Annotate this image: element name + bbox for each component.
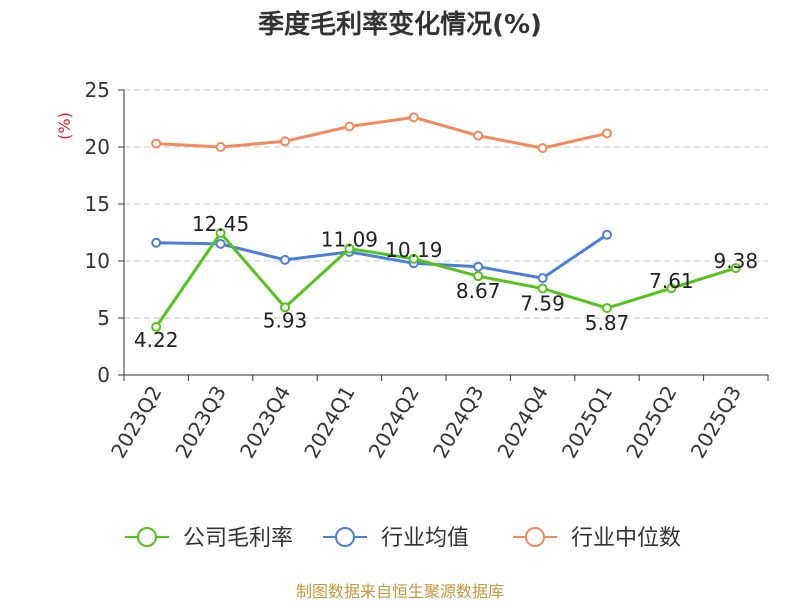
data-label: 7.59 xyxy=(520,291,565,315)
data-point xyxy=(408,253,419,264)
data-point xyxy=(344,121,355,132)
data-label: 4.22 xyxy=(134,328,179,352)
data-point xyxy=(280,136,290,147)
x-tick-label: 2024Q4 xyxy=(492,382,552,463)
data-point xyxy=(666,283,677,294)
chart-title: 季度毛利率变化情况(%) xyxy=(258,10,542,40)
x-tick-label: 2025Q1 xyxy=(557,382,617,463)
series-layer xyxy=(151,112,741,332)
legend-circle-marker xyxy=(137,527,157,547)
data-label: 12.45 xyxy=(192,212,249,236)
data-point xyxy=(602,229,612,240)
x-tick-label: 2023Q3 xyxy=(170,382,230,463)
series-line xyxy=(154,231,737,328)
x-tick-label: 2025Q2 xyxy=(621,382,681,463)
data-label: 7.61 xyxy=(649,269,694,293)
data-point xyxy=(473,130,484,141)
data-label: 11.09 xyxy=(321,228,378,252)
data-point xyxy=(408,112,419,123)
data-point xyxy=(473,271,484,282)
legend-circle-marker xyxy=(335,527,355,547)
data-point xyxy=(537,273,548,284)
data-point xyxy=(215,228,226,239)
series-line xyxy=(156,115,608,150)
y-tick-label: 20 xyxy=(85,135,110,159)
grid-layer xyxy=(124,89,768,319)
data-label: 5.93 xyxy=(263,308,308,332)
x-tick-label: 2025Q3 xyxy=(686,382,746,463)
y-tick-label: 0 xyxy=(97,363,110,387)
data-point xyxy=(473,261,484,272)
x-tick-label: 2024Q2 xyxy=(364,382,424,463)
y-tick-label: 10 xyxy=(85,249,110,273)
data-point xyxy=(151,237,162,248)
data-point xyxy=(537,283,548,294)
x-tick-label: 2023Q2 xyxy=(106,382,166,463)
data-point xyxy=(280,254,290,265)
y-axis-label: (%) xyxy=(55,112,74,140)
data-point xyxy=(280,302,290,313)
x-tick-label: 2023Q4 xyxy=(235,382,295,463)
x-tick-label: 2024Q3 xyxy=(428,382,488,463)
data-label: 9.38 xyxy=(714,249,759,273)
data-point xyxy=(215,238,226,249)
data-point xyxy=(151,321,162,332)
legend-label: 行业均值 xyxy=(381,526,469,551)
legend-label: 公司毛利率 xyxy=(183,526,293,551)
legend-label: 行业中位数 xyxy=(571,526,681,551)
data-label-layer: 4.22 12.45 5.93 11.09 10.19 8.67 7.59 5.87 7.61 9… xyxy=(134,212,758,352)
data-label: 5.87 xyxy=(585,311,630,335)
x-tick-label: 2024Q1 xyxy=(299,382,359,463)
y-tick-label: 25 xyxy=(85,78,110,102)
data-label: 8.67 xyxy=(456,279,501,303)
data-point xyxy=(537,143,548,154)
data-point xyxy=(344,243,355,254)
data-point xyxy=(602,128,612,139)
data-point xyxy=(151,138,162,149)
y-tick-label: 5 xyxy=(97,306,110,330)
data-point xyxy=(730,263,741,274)
data-label: 10.19 xyxy=(385,238,442,262)
data-point xyxy=(602,303,612,314)
y-tick-label: 15 xyxy=(85,192,110,216)
source-note: 制图数据来自恒生聚源数据库 xyxy=(295,582,504,601)
legend-circle-marker xyxy=(525,527,545,547)
data-point xyxy=(215,142,226,152)
legend: 公司毛利率 行业均值 行业中位数 xyxy=(125,526,681,551)
